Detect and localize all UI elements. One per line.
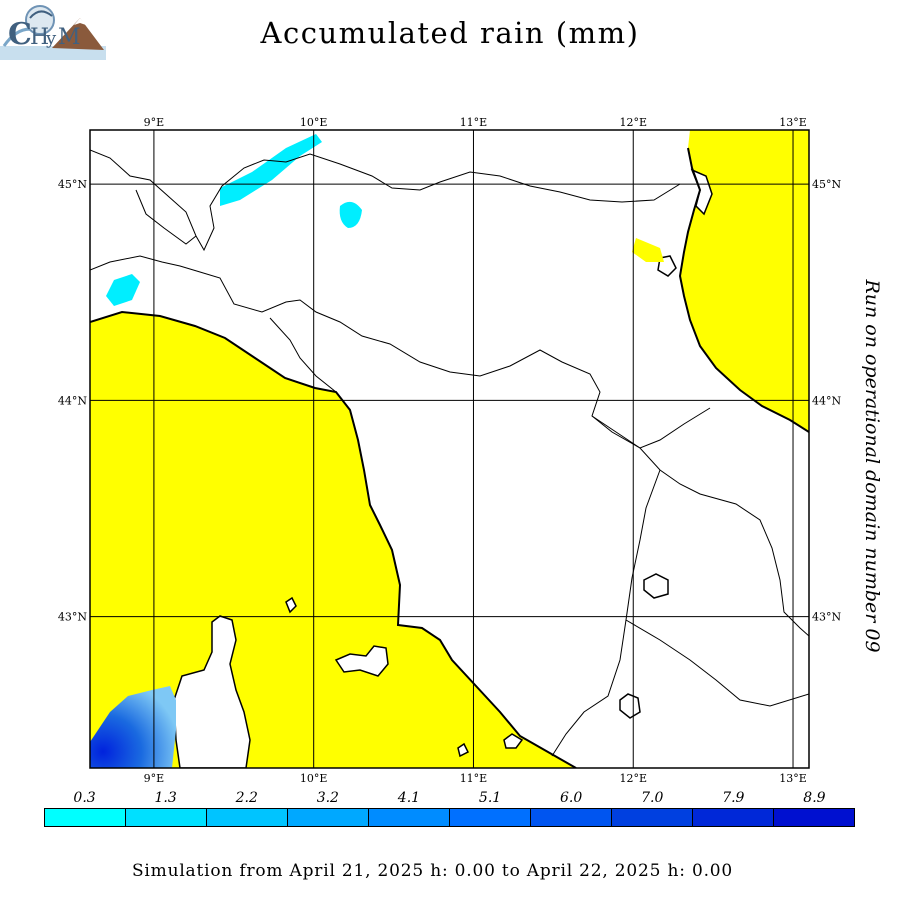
legend-label: 6.0 xyxy=(560,790,583,806)
rain-light-patch-1 xyxy=(220,134,322,206)
run-note: Run on operational domain number 09 xyxy=(861,279,883,653)
lat-label-left: 45°N xyxy=(58,178,87,191)
elba-island xyxy=(334,645,389,677)
legend-label: 4.1 xyxy=(397,790,421,806)
lon-label-top: 9°E xyxy=(144,116,165,129)
giglio-island xyxy=(457,742,470,758)
rain-heavy-area xyxy=(90,686,176,768)
legend-label: 1.3 xyxy=(154,790,177,806)
legend-swatch xyxy=(612,809,693,826)
legend-swatch xyxy=(369,809,450,826)
legend-label: 3.2 xyxy=(316,790,339,806)
lon-label-bottom: 13°E xyxy=(779,772,807,785)
lat-label-right: 45°N xyxy=(812,178,841,191)
lat-label-right: 44°N xyxy=(812,394,841,407)
lat-label-right: 43°N xyxy=(812,611,841,624)
legend-swatch xyxy=(207,809,288,826)
map-title: Accumulated rain (mm) xyxy=(260,16,640,50)
legend-swatch xyxy=(531,809,612,826)
simulation-period: Simulation from April 21, 2025 h: 0.00 t… xyxy=(131,861,734,881)
legend-swatch xyxy=(450,809,531,826)
legend-swatch xyxy=(774,809,854,826)
lon-label-bottom: 11°E xyxy=(460,772,488,785)
lat-label-left: 43°N xyxy=(58,611,87,624)
lake-trasimeno xyxy=(643,573,669,599)
legend-labels: 0.3 1.3 2.2 3.2 4.1 5.1 6.0 7.0 7.9 8.9 xyxy=(44,790,855,806)
chym-logo: C H y M xyxy=(0,0,106,60)
legend-label: 7.0 xyxy=(641,790,664,806)
legend-label: 2.2 xyxy=(235,790,258,806)
svg-text:H: H xyxy=(30,25,49,50)
legend-label: 0.3 xyxy=(73,790,96,806)
lon-label-top: 12°E xyxy=(619,116,647,129)
sea-east xyxy=(680,130,809,432)
legend-label: 7.9 xyxy=(722,790,745,806)
map-frame xyxy=(89,129,810,769)
rain-light-patch-3 xyxy=(106,274,140,306)
legend-swatch xyxy=(693,809,774,826)
coastline-west xyxy=(90,310,577,768)
lon-label-top: 10°E xyxy=(300,116,328,129)
rain-light-patch-2 xyxy=(339,201,362,228)
lon-label-bottom: 12°E xyxy=(619,772,647,785)
color-legend xyxy=(44,808,855,827)
graticule xyxy=(90,130,809,768)
svg-text:C: C xyxy=(8,17,32,52)
svg-text:M: M xyxy=(58,25,81,50)
argentario xyxy=(503,733,524,749)
legend-swatch xyxy=(126,809,207,826)
regional-borders xyxy=(90,149,809,757)
svg-text:y: y xyxy=(45,28,57,49)
lat-label-left: 44°N xyxy=(58,394,87,407)
rain-map: 9°E 9°E 10°E 10°E 11°E 11°E 12°E 12°E 13°E 13°E 45… xyxy=(58,116,842,785)
legend-swatch xyxy=(45,809,126,826)
lon-label-bottom: 10°E xyxy=(300,772,328,785)
legend-swatch xyxy=(288,809,369,826)
lon-label-top: 13°E xyxy=(779,116,807,129)
capraia-island xyxy=(285,596,297,614)
legend-label: 8.9 xyxy=(803,790,826,806)
lon-label-bottom: 9°E xyxy=(144,772,165,785)
lake-bolsena xyxy=(619,693,641,719)
corsica-island xyxy=(173,615,251,768)
adriatic-fringe xyxy=(632,238,664,262)
lon-label-top: 11°E xyxy=(460,116,488,129)
legend-label: 5.1 xyxy=(478,790,502,806)
